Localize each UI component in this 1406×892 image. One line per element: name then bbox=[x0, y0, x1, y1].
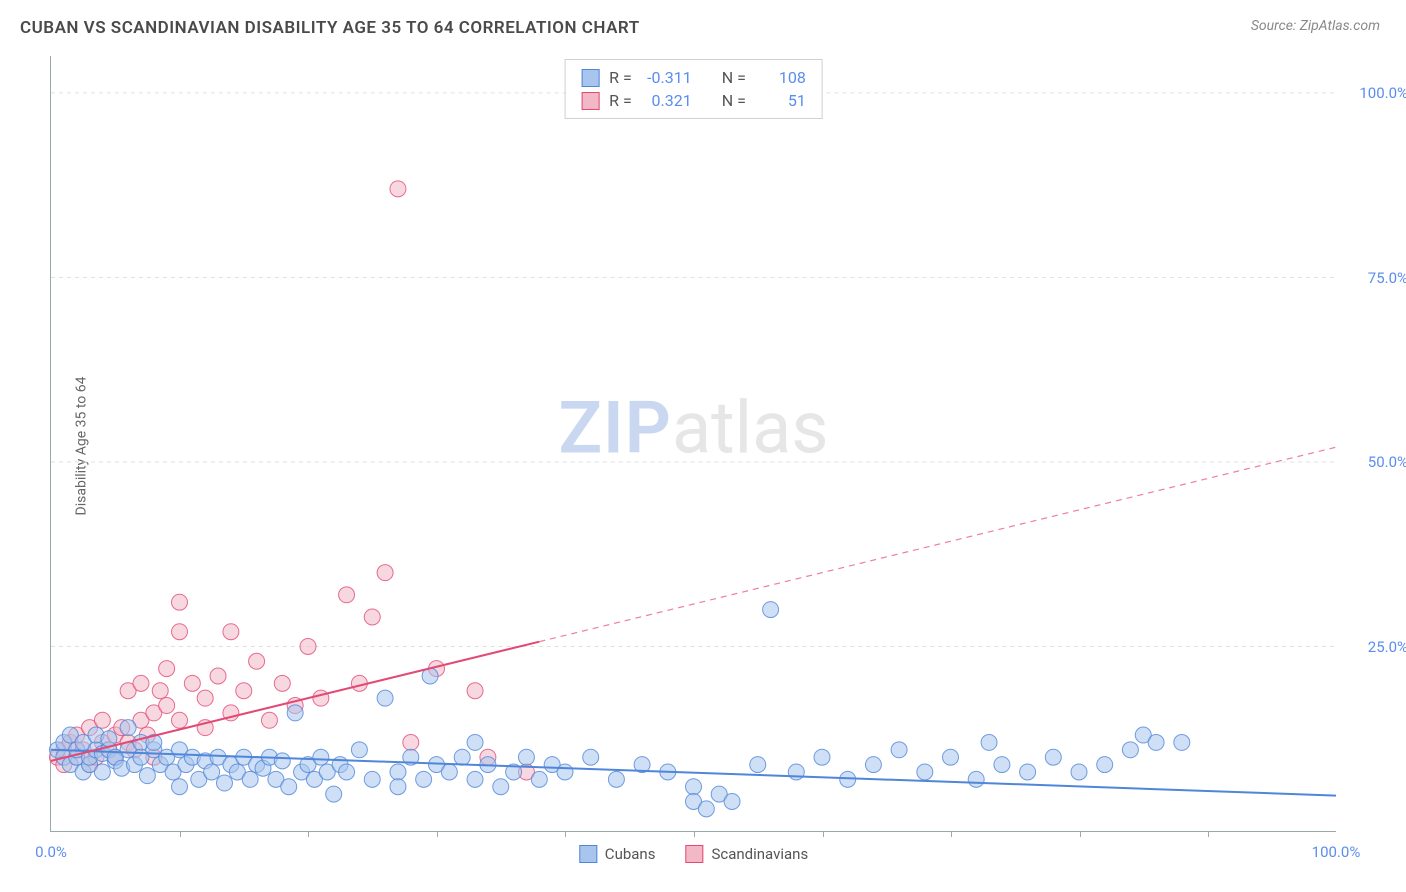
x-tick-label-min: 0.0% bbox=[35, 843, 67, 861]
stats-n-value-scand: 51 bbox=[756, 91, 806, 110]
bottom-legend: Cubans Scandinavians bbox=[579, 845, 808, 863]
stats-row-scand: R = 0.321 N = 51 bbox=[581, 89, 806, 112]
stats-r-label-scand: R = bbox=[609, 91, 632, 110]
x-tick bbox=[437, 831, 438, 837]
legend-swatch-cubans bbox=[579, 845, 597, 863]
stats-box: R = -0.311 N = 108 R = 0.321 N = 51 bbox=[564, 59, 823, 119]
y-tick-label: 50.0% bbox=[1348, 453, 1406, 471]
legend-swatch-scand bbox=[685, 845, 703, 863]
legend-label-cubans: Cubans bbox=[605, 845, 656, 863]
stats-swatch-cubans bbox=[581, 69, 599, 87]
x-tick bbox=[308, 831, 309, 837]
source-label: Source: ZipAtlas.com bbox=[1251, 18, 1380, 34]
x-tick bbox=[694, 831, 695, 837]
legend-label-scand: Scandinavians bbox=[711, 845, 808, 863]
x-tick bbox=[565, 831, 566, 837]
stats-r-label-cubans: R = bbox=[609, 68, 632, 87]
x-tick bbox=[1208, 831, 1209, 837]
y-tick-label: 100.0% bbox=[1348, 84, 1406, 102]
stats-n-value-cubans: 108 bbox=[756, 68, 806, 87]
legend-item-cubans: Cubans bbox=[579, 845, 656, 863]
stats-row-cubans: R = -0.311 N = 108 bbox=[581, 66, 806, 89]
stats-n-label-cubans: N = bbox=[722, 68, 746, 87]
plot-area: ZIPatlas 25.0%50.0%75.0%100.0% 0.0% 100.… bbox=[50, 56, 1336, 832]
legend-item-scand: Scandinavians bbox=[685, 845, 808, 863]
y-tick-label: 75.0% bbox=[1348, 269, 1406, 287]
x-tick bbox=[823, 831, 824, 837]
stats-r-value-scand: 0.321 bbox=[642, 91, 692, 110]
x-tick-label-max: 100.0% bbox=[1312, 843, 1361, 861]
x-tick bbox=[180, 831, 181, 837]
chart-title: CUBAN VS SCANDINAVIAN DISABILITY AGE 35 … bbox=[20, 18, 640, 38]
stats-n-label-scand: N = bbox=[722, 91, 746, 110]
stats-r-value-cubans: -0.311 bbox=[642, 68, 692, 87]
plot-svg bbox=[51, 56, 1336, 831]
x-tick bbox=[951, 831, 952, 837]
x-tick bbox=[1080, 831, 1081, 837]
y-tick-label: 25.0% bbox=[1348, 638, 1406, 656]
stats-swatch-scand bbox=[581, 92, 599, 110]
